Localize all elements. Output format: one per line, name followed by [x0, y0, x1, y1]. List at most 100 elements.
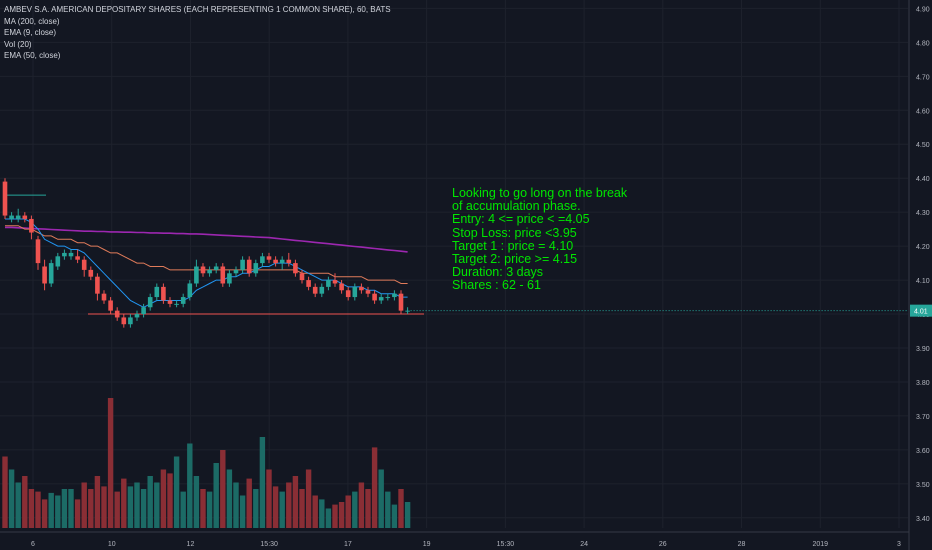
candle-body[interactable] — [68, 252, 74, 257]
volume-bar — [88, 489, 94, 528]
last-price-label: 4.01 — [914, 309, 928, 316]
candle-body[interactable] — [352, 286, 358, 298]
candle-body[interactable] — [81, 259, 87, 270]
volume-bar — [154, 482, 160, 528]
candle-body[interactable] — [22, 215, 28, 219]
candle-body[interactable] — [101, 293, 107, 301]
candle-body[interactable] — [253, 263, 259, 274]
candle-body[interactable] — [55, 256, 61, 267]
candle-body[interactable] — [35, 239, 41, 264]
candle-body[interactable] — [312, 286, 318, 294]
volume-bar — [94, 476, 101, 528]
candle-body[interactable] — [95, 276, 100, 294]
candle-body[interactable] — [220, 266, 226, 284]
candle-body[interactable] — [180, 297, 186, 304]
indicator-lines — [5, 194, 908, 315]
candle-body[interactable] — [128, 317, 133, 325]
candle-body[interactable] — [260, 256, 265, 264]
volume-bar — [213, 463, 219, 528]
candle-body[interactable] — [299, 273, 305, 281]
volume-bar — [272, 486, 279, 528]
y-tick-label: 4.60 — [916, 108, 930, 115]
volume-bar — [200, 489, 206, 528]
candle-body[interactable] — [339, 283, 344, 291]
indicator-ema50[interactable]: EMA (50, close) — [4, 51, 61, 60]
candle-body[interactable] — [187, 283, 193, 298]
candle-body[interactable] — [207, 269, 212, 274]
candle-body[interactable] — [75, 256, 80, 260]
volume-bar — [226, 469, 233, 528]
candle-body[interactable] — [372, 293, 377, 301]
candle-body[interactable] — [213, 266, 219, 270]
candle-body[interactable] — [9, 215, 14, 219]
candle-body[interactable] — [246, 259, 252, 274]
candle-body[interactable] — [108, 300, 113, 311]
trade-note[interactable]: Looking to go long on the break of accum… — [452, 186, 627, 293]
candle-body[interactable] — [345, 290, 351, 298]
candle-body[interactable] — [378, 297, 384, 301]
note-line: Target 2: price >= 4.15 — [452, 252, 578, 267]
candle-body[interactable] — [273, 259, 278, 264]
candle-body[interactable] — [293, 263, 298, 274]
x-tick-label: 28 — [738, 541, 746, 548]
candle-body[interactable] — [154, 286, 160, 298]
candle-body[interactable] — [279, 259, 285, 264]
candle-body[interactable] — [319, 286, 325, 294]
candle-body[interactable] — [134, 314, 140, 318]
symbol-title[interactable]: AMBEV S.A. AMERICAN DEPOSITARY SHARES (E… — [4, 5, 391, 14]
candle-body[interactable] — [88, 269, 94, 277]
candle-body[interactable] — [359, 286, 364, 291]
volume-bar — [259, 437, 266, 528]
x-tick-label: 17 — [344, 541, 352, 548]
note-line: Target 1 : price = 4.10 — [452, 238, 574, 253]
volume-bar — [305, 469, 312, 528]
candle-body[interactable] — [266, 256, 272, 260]
candle-body[interactable] — [141, 307, 146, 315]
candle-body[interactable] — [200, 266, 206, 274]
candle-body[interactable] — [167, 300, 173, 304]
indicator-volume[interactable]: Vol (20) — [4, 39, 32, 49]
ema50-line — [5, 225, 408, 284]
candle-body[interactable] — [233, 269, 239, 274]
candle-body[interactable] — [365, 290, 371, 294]
candle-body[interactable] — [114, 310, 120, 318]
last-price-tag — [910, 304, 932, 317]
candle-body[interactable] — [147, 297, 153, 308]
indicator-ema9[interactable]: EMA (9, close) — [4, 28, 57, 37]
price-axis[interactable]: 4.904.804.704.604.504.404.304.204.104.00… — [908, 0, 932, 550]
candle-body[interactable] — [286, 259, 292, 264]
candle-body[interactable] — [227, 273, 232, 284]
candle-body[interactable] — [15, 215, 21, 219]
volume-bar — [2, 456, 8, 528]
volume-bar — [338, 502, 345, 528]
volume-bar — [41, 499, 48, 528]
y-tick-label: 4.20 — [916, 244, 930, 251]
note-line: Shares : 62 - 61 — [452, 278, 541, 293]
indicator-ma200[interactable]: MA (200, close) — [4, 16, 60, 26]
candle-body[interactable] — [174, 303, 179, 305]
candle-body[interactable] — [161, 286, 166, 301]
candle-body[interactable] — [194, 266, 199, 284]
candle-body[interactable] — [332, 280, 338, 284]
candle-body[interactable] — [306, 280, 311, 287]
candle-body[interactable] — [48, 263, 54, 284]
candle-body[interactable] — [398, 293, 404, 311]
candle-body[interactable] — [62, 252, 67, 257]
candle-body[interactable] — [42, 266, 47, 284]
candle-body[interactable] — [121, 317, 127, 325]
candle-body[interactable] — [2, 181, 8, 216]
y-tick-label: 4.70 — [916, 74, 930, 81]
candle-body[interactable] — [29, 218, 34, 233]
volume-bar — [391, 504, 398, 528]
candle-body[interactable] — [240, 259, 245, 270]
candle-body[interactable] — [405, 310, 410, 312]
candle-body[interactable] — [385, 297, 391, 299]
volume-bar — [74, 499, 81, 528]
candle-body[interactable] — [326, 280, 331, 287]
candle-body[interactable] — [392, 293, 397, 298]
time-axis[interactable]: 6 10 12 15:30 17 19 15:30 24 26 28 2019 3 — [0, 531, 909, 548]
volume-bar — [325, 508, 332, 528]
x-tick-label: 2019 — [812, 541, 828, 548]
